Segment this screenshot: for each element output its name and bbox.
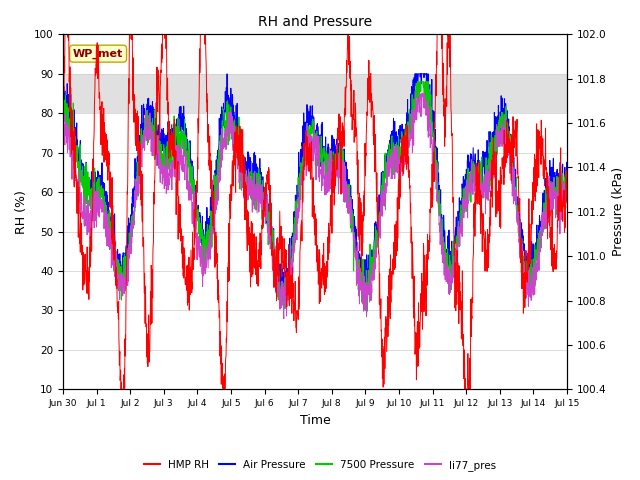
Y-axis label: RH (%): RH (%) bbox=[15, 190, 28, 234]
Bar bbox=[63, 74, 567, 113]
Title: RH and Pressure: RH and Pressure bbox=[258, 15, 372, 29]
Y-axis label: Pressure (kPa): Pressure (kPa) bbox=[612, 167, 625, 256]
Legend: HMP RH, Air Pressure, 7500 Pressure, li77_pres: HMP RH, Air Pressure, 7500 Pressure, li7… bbox=[140, 456, 500, 475]
Text: WP_met: WP_met bbox=[73, 48, 124, 59]
X-axis label: Time: Time bbox=[300, 414, 330, 427]
